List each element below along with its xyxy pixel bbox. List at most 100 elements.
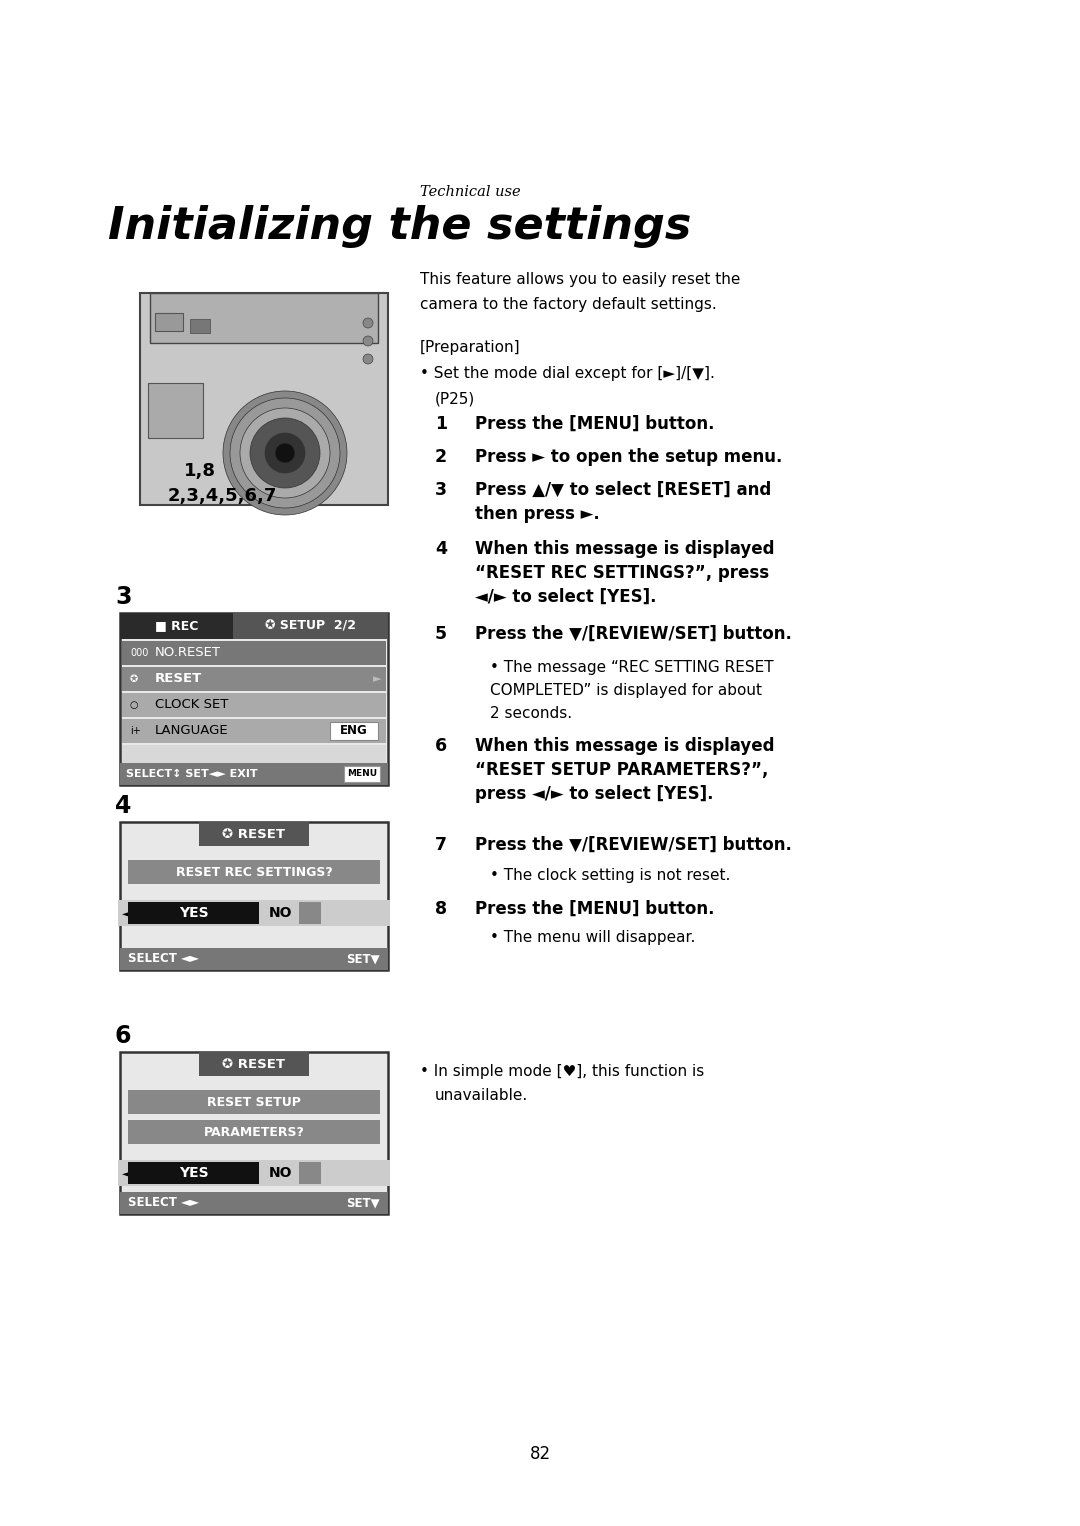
Text: RESET SETUP: RESET SETUP (207, 1096, 301, 1108)
Text: • The message “REC SETTING RESET: • The message “REC SETTING RESET (490, 661, 773, 674)
Text: 2,3,4,5,6,7: 2,3,4,5,6,7 (167, 487, 276, 505)
Text: SELECT ◄►: SELECT ◄► (129, 1196, 199, 1210)
Bar (120, 1192, 388, 1215)
Text: CLOCK SET: CLOCK SET (156, 699, 228, 711)
Text: NO: NO (269, 1166, 293, 1180)
Bar (299, 902, 321, 925)
Bar (156, 313, 183, 331)
Text: PARAMETERS?: PARAMETERS? (203, 1126, 305, 1138)
Text: [Preparation]: [Preparation] (420, 340, 521, 356)
Bar (129, 902, 259, 925)
Text: MENU: MENU (347, 769, 377, 778)
Text: ○: ○ (130, 700, 138, 710)
Text: This feature allows you to easily reset the: This feature allows you to easily reset … (420, 272, 741, 287)
Bar (129, 1090, 380, 1114)
Text: COMPLETED” is displayed for about: COMPLETED” is displayed for about (490, 684, 762, 697)
Bar (122, 641, 386, 665)
Bar (129, 861, 380, 884)
Text: 6: 6 (435, 737, 447, 755)
Bar (120, 948, 388, 971)
Text: YES: YES (178, 906, 208, 920)
Text: 7: 7 (435, 836, 447, 855)
Text: 2: 2 (435, 449, 447, 465)
Bar (120, 763, 388, 784)
Text: press ◄/► to select [YES].: press ◄/► to select [YES]. (475, 784, 714, 803)
Bar (129, 1161, 259, 1184)
Text: Press ► to open the setup menu.: Press ► to open the setup menu. (475, 449, 782, 465)
Text: Press the [MENU] button.: Press the [MENU] button. (475, 415, 715, 433)
Text: 000: 000 (130, 649, 148, 658)
Bar (140, 293, 388, 505)
Circle shape (363, 317, 373, 328)
Text: SELECT↕ SET◄► EXIT: SELECT↕ SET◄► EXIT (126, 769, 258, 778)
Text: • The clock setting is not reset.: • The clock setting is not reset. (490, 868, 730, 884)
Bar (345, 766, 380, 781)
Text: Press the ▼/[REVIEW/SET] button.: Press the ▼/[REVIEW/SET] button. (475, 836, 792, 855)
Text: NO: NO (269, 906, 293, 920)
Circle shape (222, 391, 347, 514)
Text: NO.RESET: NO.RESET (156, 647, 221, 659)
Bar (120, 613, 232, 639)
Text: 82: 82 (529, 1445, 551, 1463)
Text: ◄/► to select [YES].: ◄/► to select [YES]. (475, 588, 657, 606)
Text: Press the ▼/[REVIEW/SET] button.: Press the ▼/[REVIEW/SET] button. (475, 626, 792, 642)
Text: 8: 8 (435, 900, 447, 919)
Bar (190, 319, 210, 333)
Bar (232, 613, 388, 639)
Text: 1: 1 (435, 415, 447, 433)
Text: ENG: ENG (340, 725, 368, 737)
Text: i+: i+ (130, 726, 140, 736)
Text: ✪ RESET: ✪ RESET (222, 827, 285, 841)
Text: Technical use: Technical use (420, 185, 521, 198)
Text: ✪ SETUP  2/2: ✪ SETUP 2/2 (265, 620, 355, 632)
Bar (122, 693, 386, 717)
Text: unavailable.: unavailable. (435, 1088, 528, 1103)
Text: SET▼: SET▼ (347, 952, 380, 966)
Bar (122, 667, 386, 691)
Circle shape (363, 354, 373, 365)
Text: ◄: ◄ (122, 906, 133, 920)
Text: 2 seconds.: 2 seconds. (490, 707, 572, 720)
Text: Press ▲/▼ to select [RESET] and: Press ▲/▼ to select [RESET] and (475, 481, 771, 499)
Text: 3: 3 (435, 481, 447, 499)
Text: 1,8: 1,8 (184, 462, 216, 481)
Text: SET▼: SET▼ (347, 1196, 380, 1210)
Bar (129, 1120, 380, 1144)
Bar (199, 823, 309, 845)
Text: • The menu will disappear.: • The menu will disappear. (490, 929, 696, 945)
Text: “RESET SETUP PARAMETERS?”,: “RESET SETUP PARAMETERS?”, (475, 761, 768, 778)
Text: ◄: ◄ (122, 1166, 133, 1180)
Text: Press the [MENU] button.: Press the [MENU] button. (475, 900, 715, 919)
Text: When this message is displayed: When this message is displayed (475, 737, 774, 755)
Text: 6: 6 (114, 1024, 132, 1048)
Text: 3: 3 (114, 584, 132, 609)
Text: LANGUAGE: LANGUAGE (156, 725, 229, 737)
Text: 4: 4 (435, 540, 447, 559)
Text: ✪: ✪ (130, 674, 138, 684)
Bar (148, 383, 203, 438)
Bar (122, 719, 386, 743)
Bar (118, 900, 390, 926)
Text: ►: ► (373, 674, 381, 684)
Bar (120, 613, 388, 784)
Text: RESET: RESET (156, 673, 202, 685)
Text: 5: 5 (435, 626, 447, 642)
Circle shape (240, 407, 330, 497)
Text: • In simple mode [♥], this function is: • In simple mode [♥], this function is (420, 1064, 704, 1079)
Text: 4: 4 (114, 794, 132, 818)
Text: (P25): (P25) (435, 391, 475, 406)
Bar (330, 722, 378, 740)
Circle shape (265, 433, 305, 473)
Bar (120, 1051, 388, 1215)
Text: SELECT ◄►: SELECT ◄► (129, 952, 199, 966)
Text: ■ REC: ■ REC (154, 620, 198, 632)
Text: ✪ RESET: ✪ RESET (222, 1058, 285, 1071)
Text: When this message is displayed: When this message is displayed (475, 540, 774, 559)
Text: “RESET REC SETTINGS?”, press: “RESET REC SETTINGS?”, press (475, 565, 769, 581)
Circle shape (230, 398, 340, 508)
Bar (122, 745, 386, 769)
Text: then press ►.: then press ►. (475, 505, 599, 523)
Circle shape (275, 443, 295, 462)
Text: • Set the mode dial except for [►]/[▼].: • Set the mode dial except for [►]/[▼]. (420, 366, 715, 382)
Bar (120, 823, 388, 971)
